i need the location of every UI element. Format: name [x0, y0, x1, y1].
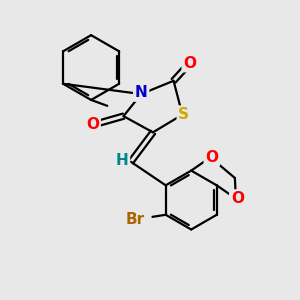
Text: O: O: [205, 150, 218, 165]
Text: O: O: [231, 191, 244, 206]
Text: O: O: [183, 56, 196, 70]
Text: O: O: [86, 118, 99, 133]
Text: H: H: [116, 153, 128, 168]
Text: Br: Br: [125, 212, 144, 227]
Text: S: S: [178, 107, 189, 122]
Text: N: N: [135, 85, 148, 100]
